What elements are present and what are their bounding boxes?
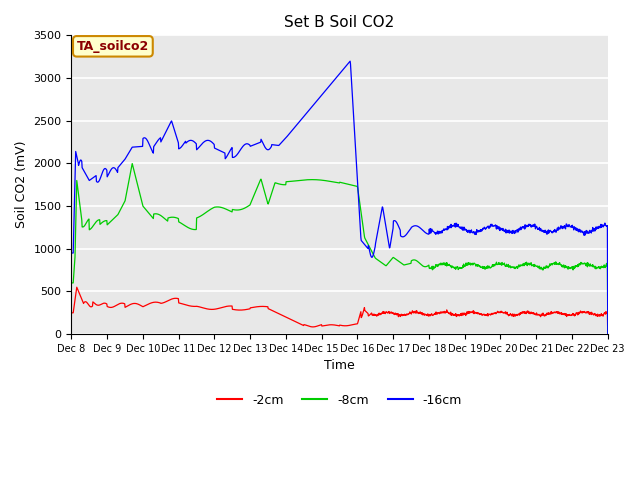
-2cm	[68, 310, 76, 316]
Text: TA_soilco2: TA_soilco2	[77, 40, 149, 53]
-2cm	[316, 322, 324, 328]
-16cm	[68, 250, 76, 256]
-16cm	[604, 331, 612, 337]
-8cm	[296, 178, 303, 183]
-16cm	[295, 120, 303, 125]
-2cm	[373, 313, 381, 319]
-2cm	[131, 300, 139, 306]
-16cm	[131, 144, 139, 150]
-16cm	[316, 95, 324, 100]
-2cm	[73, 284, 81, 290]
Y-axis label: Soil CO2 (mV): Soil CO2 (mV)	[15, 141, 28, 228]
-2cm	[604, 331, 612, 337]
Legend: -2cm, -8cm, -16cm: -2cm, -8cm, -16cm	[212, 389, 467, 411]
-2cm	[307, 324, 314, 329]
X-axis label: Time: Time	[324, 360, 355, 372]
-8cm	[131, 172, 139, 178]
Line: -8cm: -8cm	[72, 164, 608, 334]
Title: Set B Soil CO2: Set B Soil CO2	[284, 15, 395, 30]
-8cm	[129, 161, 136, 167]
-16cm	[306, 106, 314, 112]
-16cm	[373, 233, 381, 239]
Line: -16cm: -16cm	[72, 61, 608, 334]
-8cm	[373, 256, 381, 262]
-2cm	[296, 321, 303, 326]
Line: -2cm: -2cm	[72, 287, 608, 334]
-2cm	[109, 304, 117, 310]
-8cm	[316, 177, 324, 183]
-8cm	[68, 280, 76, 286]
-8cm	[109, 216, 116, 222]
-16cm	[109, 165, 116, 171]
-16cm	[346, 58, 354, 64]
-8cm	[604, 331, 612, 337]
-8cm	[307, 177, 314, 182]
